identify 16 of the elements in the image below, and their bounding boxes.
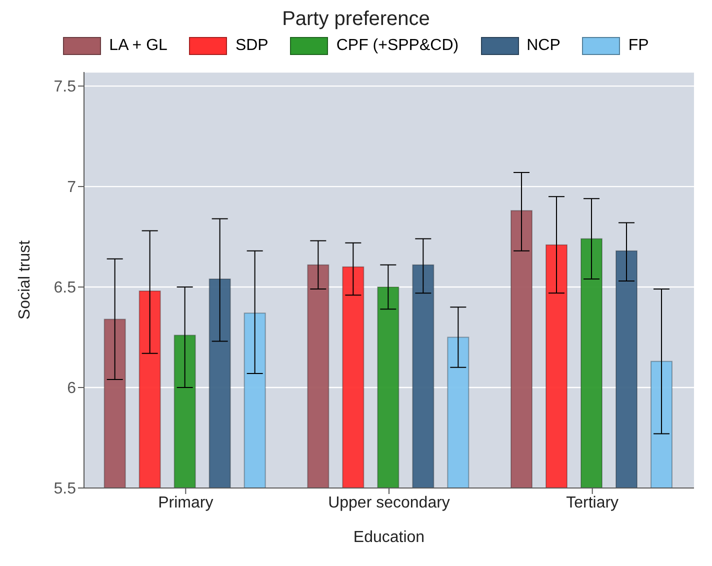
y-axis-title: Social trust [16, 240, 34, 320]
legend-label: NCP [526, 37, 560, 55]
legend-label: CPF (+SPP&CD) [336, 37, 459, 55]
legend-label: LA + GL [109, 37, 168, 55]
x-tick-label: Tertiary [566, 494, 619, 512]
y-tick-label: 6.5 [54, 280, 76, 297]
y-tick-label: 5.5 [54, 480, 76, 498]
x-tick-label: Primary [158, 494, 214, 512]
y-tick-label: 6 [67, 380, 76, 398]
legend-title: Party preference [281, 8, 431, 31]
y-tick-label: 7 [67, 179, 76, 196]
x-axis-title: Education [353, 529, 425, 546]
y-tick-label: 7.5 [54, 78, 76, 96]
legend-label: FP [628, 37, 649, 55]
legend-label: SDP [235, 37, 268, 55]
x-tick-label: Upper secondary [328, 494, 450, 512]
